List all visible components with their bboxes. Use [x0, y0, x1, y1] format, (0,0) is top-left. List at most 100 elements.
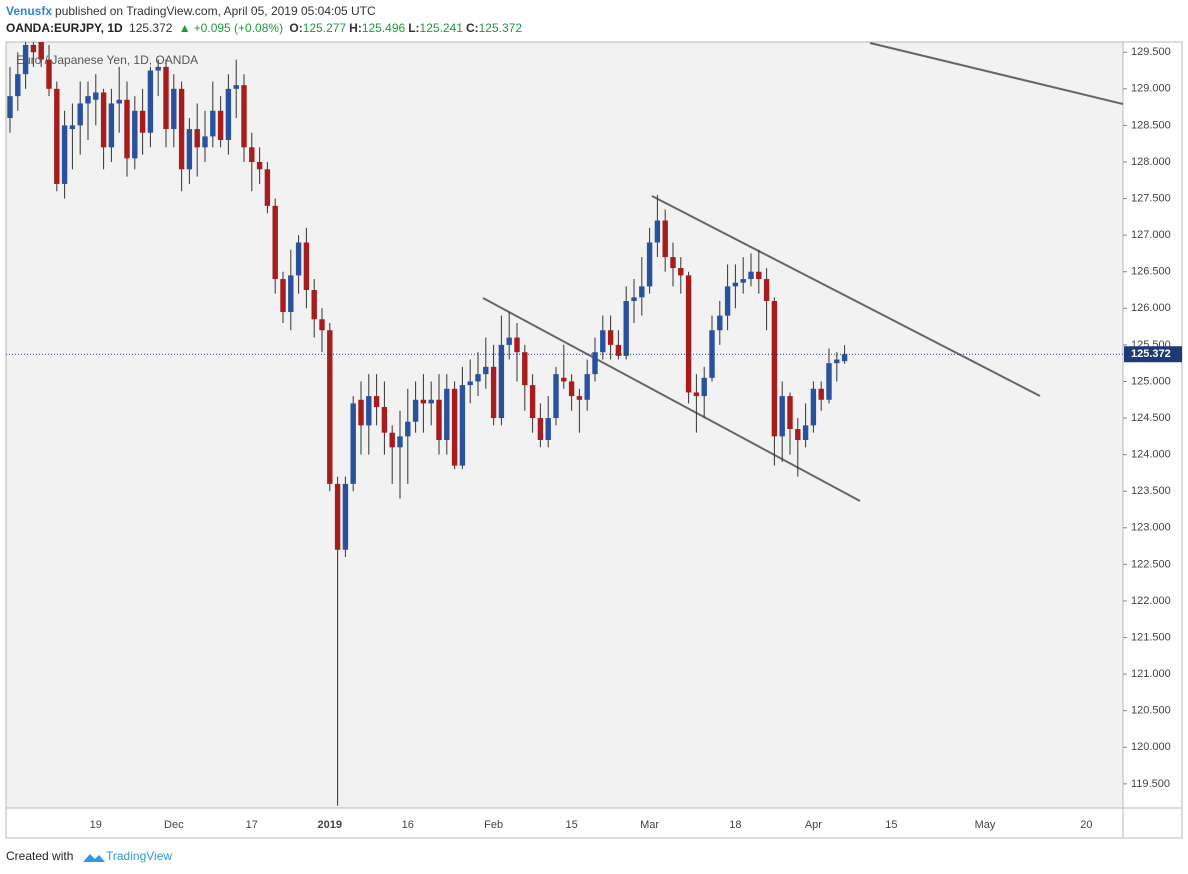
ohlc-label: C: — [465, 21, 479, 35]
candle-body — [490, 366, 497, 419]
candle-body — [139, 110, 146, 133]
candle-body — [327, 330, 333, 484]
y-tick-label: 123.000 — [1131, 522, 1171, 534]
candle-body — [498, 344, 505, 419]
candle-body — [217, 110, 224, 141]
x-tick-label: 20 — [1080, 819, 1092, 831]
candle-body — [795, 429, 801, 440]
candle-body — [600, 330, 606, 353]
candle-body — [373, 396, 380, 408]
symbol: OANDA:EURJPY, 1D — [6, 21, 123, 35]
y-tick-label: 128.500 — [1131, 119, 1171, 131]
publish-line: Venusfx published on TradingView.com, Apr… — [6, 4, 379, 18]
candle-body — [186, 129, 193, 170]
candle-body — [568, 381, 575, 397]
candle-body — [717, 315, 723, 331]
candle-body — [748, 271, 754, 280]
y-tick-label: 127.000 — [1131, 229, 1171, 241]
last-price-label: 125.372 — [1131, 348, 1171, 360]
y-tick-label: 121.000 — [1131, 668, 1171, 680]
candle-body — [108, 103, 115, 148]
candle-body — [256, 161, 263, 170]
y-tick-label: 126.000 — [1131, 302, 1171, 314]
candle-body — [7, 96, 13, 119]
candle-body — [436, 399, 442, 440]
candle-body — [623, 300, 629, 356]
candle-body — [475, 374, 481, 382]
candle-body — [350, 403, 356, 484]
candle-body — [834, 359, 840, 364]
candle-body — [529, 385, 536, 419]
candle-body — [420, 399, 427, 404]
y-tick-label: 120.500 — [1131, 705, 1171, 717]
candle-body — [280, 279, 286, 312]
candle-body — [54, 88, 60, 184]
candle-body — [155, 66, 161, 71]
ohlc-value: 125.241 — [419, 21, 463, 35]
candle-body — [802, 425, 809, 440]
x-tick-label: 16 — [402, 819, 414, 831]
candle-body — [428, 399, 434, 404]
x-tick-label: Dec — [164, 819, 184, 831]
last-price-box — [1124, 346, 1182, 363]
y-tick-label: 126.500 — [1131, 266, 1171, 278]
ohlc-value: 125.496 — [361, 21, 406, 35]
y-tick-label: 122.500 — [1131, 558, 1171, 570]
x-tick-label: Mar — [640, 819, 659, 831]
candle-body — [61, 125, 68, 184]
candle-body — [202, 136, 208, 148]
candle-body — [685, 275, 692, 393]
candle-body — [826, 363, 832, 400]
candle-body — [756, 271, 762, 280]
symbol-line: OANDA:EURJPY, 1D 125.372 ▲ +0.095 (+0.08%… — [6, 21, 528, 35]
candle-body — [178, 88, 185, 170]
ohlc-label: L: — [408, 21, 420, 35]
candle-body — [646, 242, 653, 287]
candle-body — [397, 436, 403, 448]
y-tick-label: 124.500 — [1131, 412, 1171, 424]
candle-body — [693, 392, 700, 397]
candle-body — [561, 377, 567, 382]
candle-body — [810, 388, 817, 426]
y-tick-label: 124.000 — [1131, 449, 1171, 461]
candle-body — [740, 279, 746, 283]
x-tick-label: 19 — [90, 819, 102, 831]
logo-icon — [83, 854, 105, 862]
candle-body — [30, 44, 37, 53]
candle-body — [163, 66, 169, 130]
x-tick-label: 18 — [729, 819, 741, 831]
ohlc: O:125.277 H:125.496 L:125.241 C:125.372 — [289, 21, 525, 35]
candle-body — [334, 483, 341, 550]
candle-body — [264, 169, 271, 206]
trend-line — [651, 195, 1041, 397]
candle-body — [233, 85, 239, 89]
candle-body — [405, 421, 411, 437]
plot-area — [6, 42, 1123, 808]
x-tick-label: Feb — [484, 819, 503, 831]
candle-body — [124, 99, 130, 159]
candle-body — [303, 242, 310, 291]
y-tick-label: 129.500 — [1131, 46, 1171, 58]
candle-body — [592, 352, 598, 375]
candle-body — [483, 366, 489, 375]
candle-body — [576, 396, 583, 400]
candle-body — [607, 330, 614, 345]
y-tick-label: 123.500 — [1131, 485, 1171, 497]
ohlc-label: H: — [349, 21, 362, 35]
candle-body — [358, 399, 364, 426]
candle-body — [249, 147, 255, 162]
candle-body — [467, 381, 473, 386]
candle-body — [46, 59, 52, 89]
y-tick-label: 125.000 — [1131, 375, 1171, 387]
candle-body — [584, 374, 590, 400]
y-tick-label: 120.000 — [1131, 741, 1171, 753]
candle-body — [171, 88, 177, 130]
ohlc-value: 125.372 — [478, 21, 522, 35]
candle-body — [116, 99, 122, 104]
candle-body — [701, 377, 707, 397]
candle-body — [522, 352, 528, 386]
candle-body — [194, 129, 200, 148]
last-price: 125.372 — [129, 21, 173, 35]
